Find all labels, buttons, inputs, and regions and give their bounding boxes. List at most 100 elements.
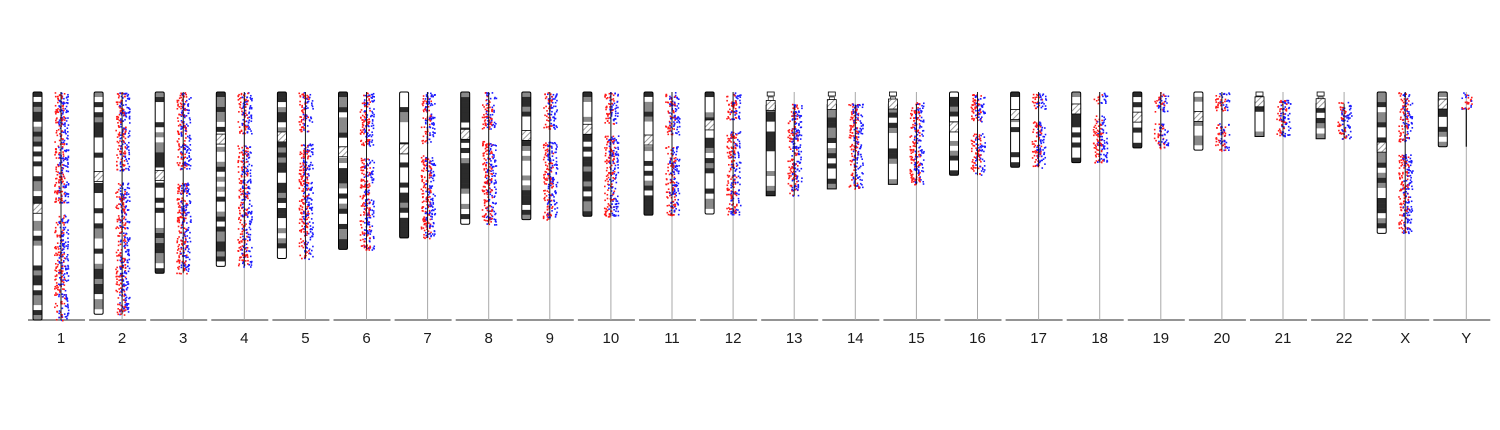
- chromosome-label: 9: [546, 330, 554, 347]
- centromere: [154, 169, 165, 181]
- probe-scatter: [237, 92, 253, 268]
- probe-scatter: [115, 92, 131, 316]
- chromosome-label: 14: [847, 330, 864, 347]
- centromere: [1132, 111, 1143, 123]
- ideogram: [93, 91, 104, 315]
- ideogram: [949, 91, 959, 176]
- chromosome-14: 14: [822, 91, 880, 347]
- ideogram: [399, 91, 410, 239]
- chromosome-label: 3: [179, 330, 187, 347]
- chromosome-label: Y: [1461, 330, 1471, 347]
- ideogram: [765, 91, 776, 197]
- centromere: [276, 131, 287, 143]
- ideogram: [215, 91, 226, 267]
- chromosome-label: 8: [485, 330, 493, 347]
- chromosome-15: 15: [883, 91, 941, 347]
- chromosome-label: 22: [1336, 330, 1353, 347]
- probe-scatter: [1092, 92, 1109, 164]
- chromosome-10: 10: [577, 91, 635, 347]
- chromosome-label: 5: [301, 330, 309, 347]
- probe-scatter: [1214, 92, 1231, 152]
- chromosome-20: 20: [1188, 91, 1246, 347]
- probe-scatter: [542, 92, 559, 221]
- centromere: [460, 128, 471, 140]
- chromosome-label: 15: [908, 330, 925, 347]
- ideogram: [887, 91, 898, 185]
- chromosome-4: 4: [211, 91, 269, 347]
- chromosome-5: 5: [272, 91, 330, 347]
- probe-scatter: [176, 92, 192, 275]
- chromosome-1: 1: [28, 91, 85, 347]
- chromosome-22: 22: [1311, 91, 1369, 347]
- centromere: [826, 99, 837, 110]
- centromere: [215, 133, 226, 145]
- probe-scatter: [665, 92, 681, 217]
- probe-scatter: [1461, 92, 1473, 147]
- chromosome-label: X: [1400, 330, 1410, 347]
- ideogram: [704, 91, 715, 215]
- centromere: [1193, 111, 1204, 122]
- centromere: [399, 143, 410, 155]
- ideogram: [1071, 91, 1082, 164]
- chromosome-6: 6: [333, 91, 391, 347]
- chromosome-11: 11: [639, 91, 696, 347]
- centromere: [32, 202, 43, 214]
- probe-scatter: [420, 92, 437, 240]
- ideogram: [1254, 91, 1265, 137]
- chromosome-label: 6: [362, 330, 370, 347]
- probe-scatter: [909, 102, 925, 186]
- centromere: [888, 98, 898, 110]
- centromere: [582, 123, 593, 135]
- probe-scatter: [1031, 92, 1048, 169]
- centromere: [704, 119, 715, 131]
- chromosome-9: 9: [516, 91, 574, 347]
- chromosome-y: Y: [1433, 91, 1491, 347]
- ideogram: [154, 91, 165, 274]
- chromosome-label: 21: [1275, 330, 1292, 347]
- chromosome-label: 17: [1030, 330, 1047, 347]
- chromosome-label: 4: [240, 330, 248, 347]
- centromere: [93, 171, 104, 182]
- centromere: [1010, 109, 1020, 120]
- probe-scatter: [1398, 92, 1414, 235]
- ideogram: [582, 91, 593, 217]
- ideogram: [1437, 91, 1448, 148]
- ideogram: [32, 91, 43, 321]
- chromosome-12: 12: [700, 91, 758, 347]
- probe-scatter: [726, 92, 742, 216]
- centromere: [643, 134, 654, 146]
- chromosome-8: 8: [455, 91, 513, 347]
- chromosome-17: 17: [1005, 91, 1063, 347]
- ideogram: [1193, 91, 1204, 151]
- chromosome-label: 19: [1152, 330, 1169, 347]
- centromere: [1315, 98, 1326, 110]
- probe-scatter: [848, 103, 864, 190]
- centromere: [949, 121, 959, 133]
- probe-scatter: [1337, 101, 1353, 140]
- chromosome-label: 11: [664, 330, 680, 347]
- chromosome-16: 16: [944, 91, 1002, 347]
- chromosome-label: 2: [118, 330, 126, 347]
- centromere: [338, 146, 348, 158]
- probe-scatter: [1276, 99, 1292, 138]
- centromere: [1254, 96, 1265, 108]
- centromere: [765, 100, 776, 111]
- probe-scatter: [1153, 92, 1170, 150]
- ideogram: [521, 91, 532, 221]
- chromosome-label: 10: [603, 330, 620, 347]
- chromosome-7: 7: [394, 91, 452, 347]
- chromosome-18: 18: [1066, 91, 1124, 347]
- chromosome-label: 18: [1091, 330, 1108, 347]
- ideogram: [276, 91, 287, 259]
- centromere: [1437, 98, 1448, 110]
- probe-scatter: [54, 92, 70, 322]
- ideogram: [1376, 91, 1387, 234]
- chromosome-label: 12: [725, 330, 742, 347]
- probe-scatter: [481, 92, 498, 226]
- ideogram: [338, 91, 348, 250]
- centromere: [1071, 103, 1082, 115]
- chromosome-13: 13: [761, 91, 819, 347]
- chromosome-3: 3: [150, 91, 208, 347]
- chromosome-19: 19: [1127, 91, 1185, 347]
